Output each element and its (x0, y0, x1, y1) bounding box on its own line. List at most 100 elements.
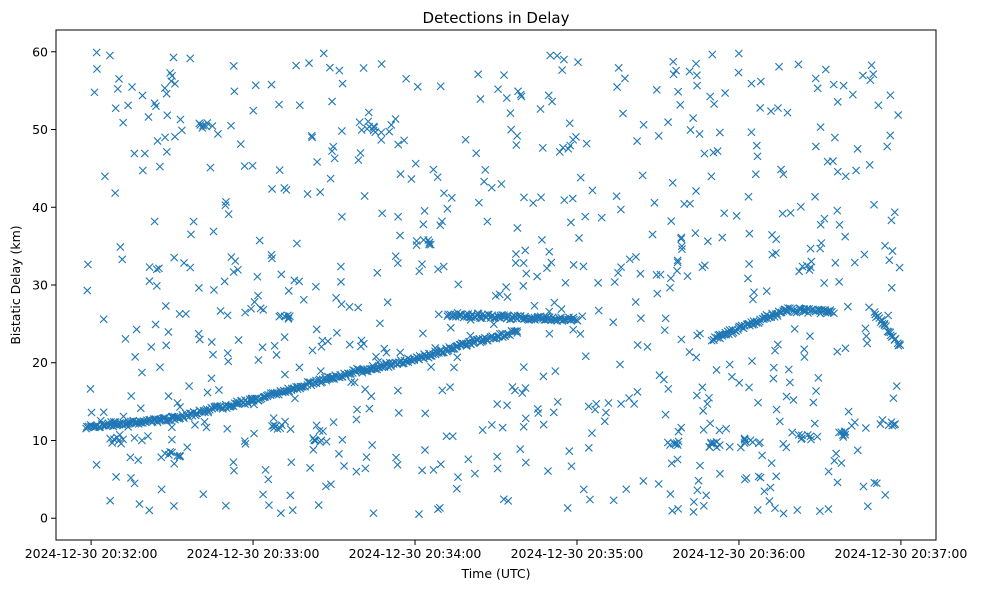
detection-point (794, 60, 803, 69)
detection-point (620, 74, 629, 83)
detection-point (250, 429, 259, 438)
detection-point (353, 405, 362, 414)
chart-title: Detections in Delay (423, 9, 570, 27)
detection-point (394, 212, 403, 221)
detection-point (189, 217, 198, 226)
detection-point (99, 315, 108, 324)
detection-point (811, 74, 820, 83)
detection-point (264, 501, 273, 510)
detection-point (820, 214, 829, 223)
detection-point (564, 144, 573, 153)
detection-point (862, 332, 871, 341)
detection-point (124, 101, 133, 110)
detection-point (825, 307, 834, 316)
detection-point (745, 383, 754, 392)
detection-point (92, 48, 101, 57)
detection-point (130, 149, 139, 158)
detection-point (438, 217, 446, 226)
x-tick-label: 2024-12-30 20:33:00 (187, 546, 320, 561)
detection-point (521, 458, 530, 467)
detection-point (546, 51, 555, 60)
detection-point (762, 287, 771, 296)
detection-point (292, 239, 301, 248)
detection-point (355, 118, 364, 127)
detection-point (828, 157, 837, 166)
detection-point (157, 453, 166, 462)
detection-point (100, 172, 109, 181)
detection-point (513, 311, 522, 320)
detection-point (160, 84, 169, 93)
detection-point (581, 352, 590, 361)
detection-point (402, 74, 411, 83)
detection-point (105, 51, 114, 60)
detection-point (782, 392, 791, 401)
detection-point (346, 369, 355, 378)
detection-point (566, 218, 575, 227)
detection-point (332, 328, 341, 337)
detection-point (209, 227, 218, 236)
detection-point (128, 83, 137, 91)
detection-point (751, 170, 760, 179)
detection-point (695, 329, 704, 338)
detection-point (861, 424, 870, 433)
detection-point (425, 238, 434, 247)
detection-point (639, 120, 648, 129)
detection-point (247, 304, 256, 313)
detection-point (295, 363, 304, 372)
detection-point (883, 142, 892, 151)
detection-point (170, 132, 179, 141)
detection-point (311, 282, 320, 291)
detection-point (180, 258, 189, 267)
detection-point (699, 501, 708, 510)
detection-point (666, 490, 675, 499)
detection-point (312, 325, 321, 334)
detection-point (487, 183, 496, 192)
detection-point (151, 320, 160, 329)
detection-point (248, 161, 257, 170)
detection-point (807, 257, 816, 266)
detection-point (732, 211, 741, 220)
detection-point (890, 208, 899, 217)
detection-point (579, 485, 588, 494)
detection-point (513, 328, 522, 337)
detection-point (881, 490, 890, 499)
detection-point (806, 432, 815, 441)
detection-point (673, 258, 682, 267)
detection-point (633, 387, 642, 396)
detection-point (502, 94, 511, 103)
detection-point (382, 348, 391, 357)
detection-point (292, 61, 301, 70)
detection-point (805, 332, 814, 341)
detection-point (770, 504, 779, 513)
detection-point (565, 119, 574, 128)
detection-point (892, 382, 901, 391)
detection-point (354, 303, 363, 312)
detection-point (181, 309, 190, 318)
detection-point (347, 378, 356, 387)
detection-point (145, 506, 154, 515)
detection-point (337, 300, 346, 309)
detection-point (706, 419, 715, 428)
detection-point (436, 82, 445, 91)
detection-point (256, 304, 265, 313)
detection-point (522, 269, 531, 278)
detection-point (537, 193, 546, 202)
y-tick-label: 0 (40, 511, 48, 526)
detection-point (230, 87, 239, 96)
detection-point (329, 418, 338, 427)
detection-point (493, 452, 502, 461)
detection-point (758, 451, 767, 460)
y-tick-label: 40 (32, 200, 48, 215)
detection-point (147, 342, 156, 351)
detection-point (544, 91, 553, 100)
detection-point (206, 163, 215, 172)
detection-point (200, 417, 209, 426)
detection-point (241, 308, 250, 317)
detection-point (521, 414, 530, 423)
detection-point (106, 434, 115, 443)
detection-point (673, 455, 682, 464)
detection-point (686, 125, 695, 134)
detection-point (677, 234, 686, 243)
detection-point (145, 277, 154, 286)
detection-point (494, 85, 503, 94)
